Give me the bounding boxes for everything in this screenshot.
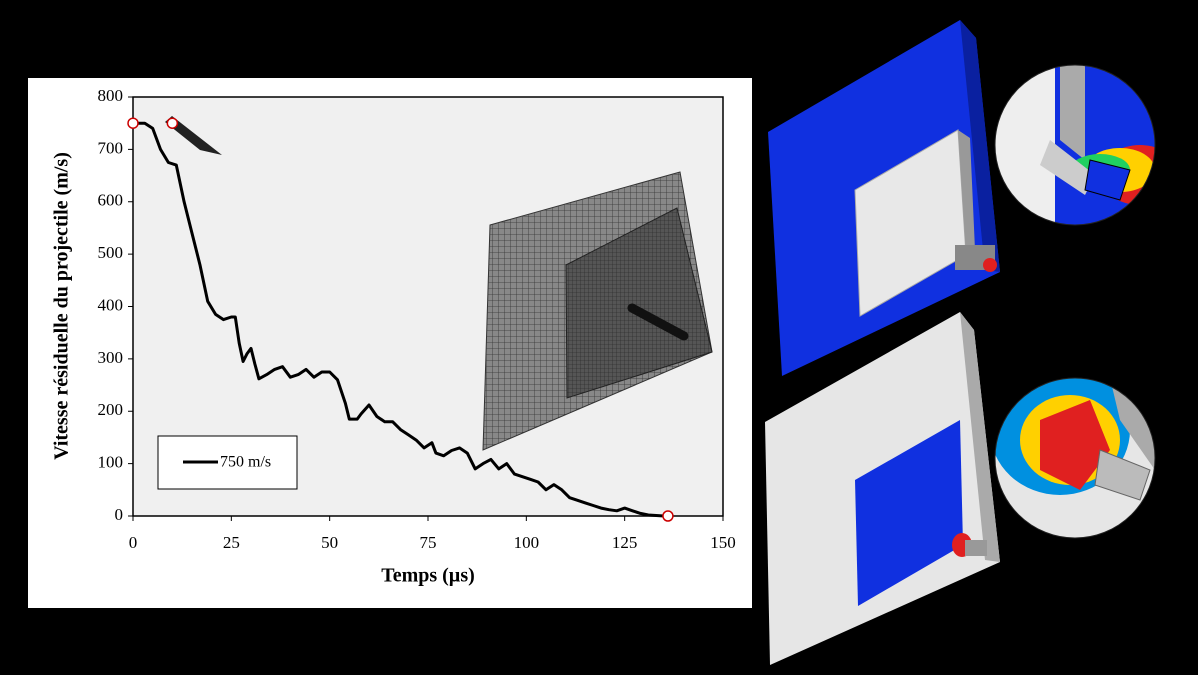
y-tick-label: 0: [115, 505, 124, 524]
y-tick-label: 700: [98, 138, 124, 157]
data-line: [133, 121, 665, 518]
x-tick-label: 75: [420, 533, 437, 552]
x-axis-title: Temps (µs): [381, 565, 475, 587]
mesh-illustration: [165, 116, 713, 451]
x-tick-label: 150: [710, 533, 736, 552]
y-tick-label: 800: [98, 86, 124, 105]
marker: [127, 117, 139, 129]
x-tick-label: 100: [514, 533, 540, 552]
y-tick-label: 200: [98, 400, 124, 419]
x-tick-label: 25: [223, 533, 240, 552]
legend-box: [157, 435, 298, 490]
y-axis-title: Vitesse résiduelle du projectile (m/s): [51, 152, 73, 460]
marker: [166, 117, 179, 129]
legend-label: 750 m/s: [220, 454, 271, 471]
x-tick-label: 0: [129, 533, 138, 552]
simulation-illustration: [765, 20, 1156, 665]
y-tick-label: 300: [98, 348, 124, 367]
y-tick-label: 100: [98, 453, 124, 472]
x-tick-label: 125: [612, 533, 638, 552]
y-tick-label: 500: [98, 243, 124, 262]
x-tick-label: 50: [321, 533, 338, 552]
y-tick-label: 400: [98, 295, 124, 314]
marker: [662, 510, 674, 522]
y-tick-label: 600: [98, 191, 124, 210]
